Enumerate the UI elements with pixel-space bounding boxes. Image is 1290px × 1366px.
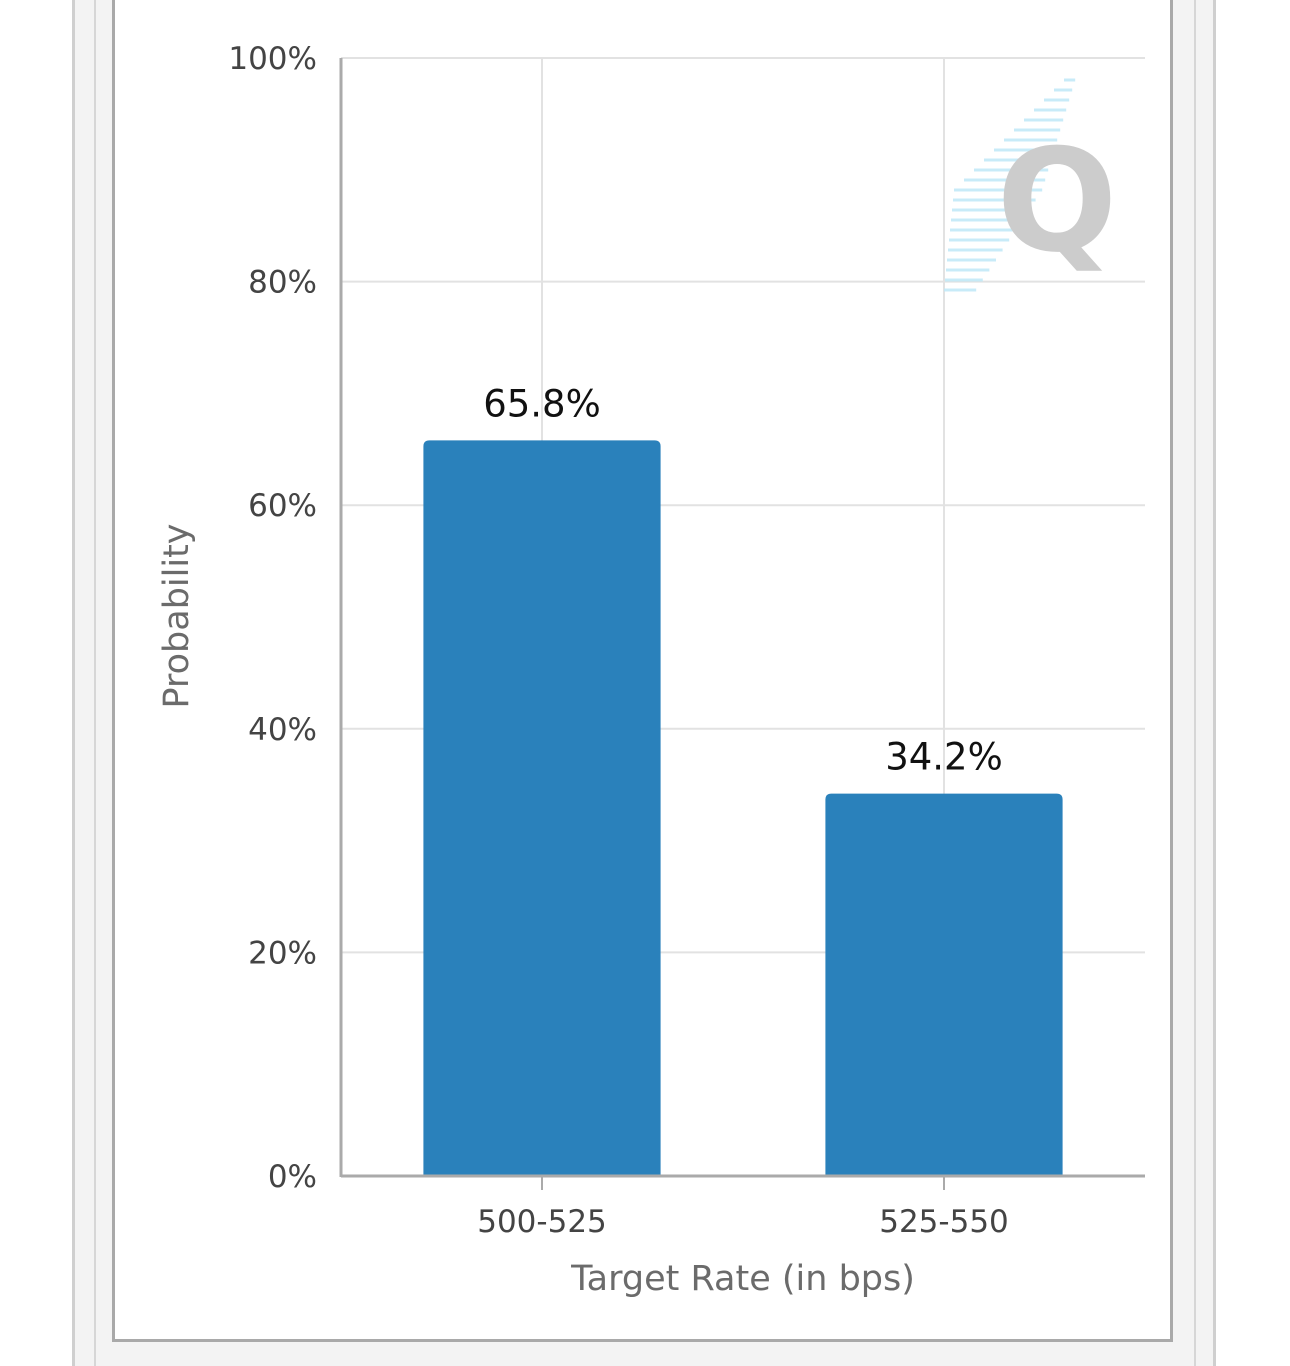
y-tick-label: 20% xyxy=(248,935,317,971)
y-axis-title: Probability xyxy=(157,523,197,708)
y-tick-label: 100% xyxy=(228,41,317,77)
data-labels: 65.8% 34.2% xyxy=(483,382,1003,778)
data-label-525-550: 34.2% xyxy=(885,736,1003,779)
bars xyxy=(423,440,1063,1177)
frame-line-left xyxy=(94,0,96,1366)
x-axis-title: Target Rate (in bps) xyxy=(570,1259,915,1299)
watermark-letter: Q xyxy=(997,119,1118,284)
watermark-streaks xyxy=(944,78,1076,292)
x-tick-labels: 500-525 525-550 xyxy=(477,1176,1009,1240)
y-tick-labels: 0% 20% 40% 60% 80% 100% xyxy=(228,41,317,1195)
y-tick-label: 80% xyxy=(248,265,317,301)
y-tick-label: 0% xyxy=(268,1159,317,1195)
axes xyxy=(339,58,1145,1178)
watermark-logo: Q xyxy=(944,78,1118,292)
y-tick-label: 40% xyxy=(248,712,317,748)
x-tick-label: 525-550 xyxy=(879,1204,1009,1240)
bar-525-550 xyxy=(825,793,1063,1176)
frame-line-right xyxy=(1194,0,1196,1366)
data-label-500-525: 65.8% xyxy=(483,382,601,425)
bar-500-525 xyxy=(423,440,661,1177)
x-tick-label: 500-525 xyxy=(477,1204,607,1240)
y-tick-label: 60% xyxy=(248,488,317,524)
